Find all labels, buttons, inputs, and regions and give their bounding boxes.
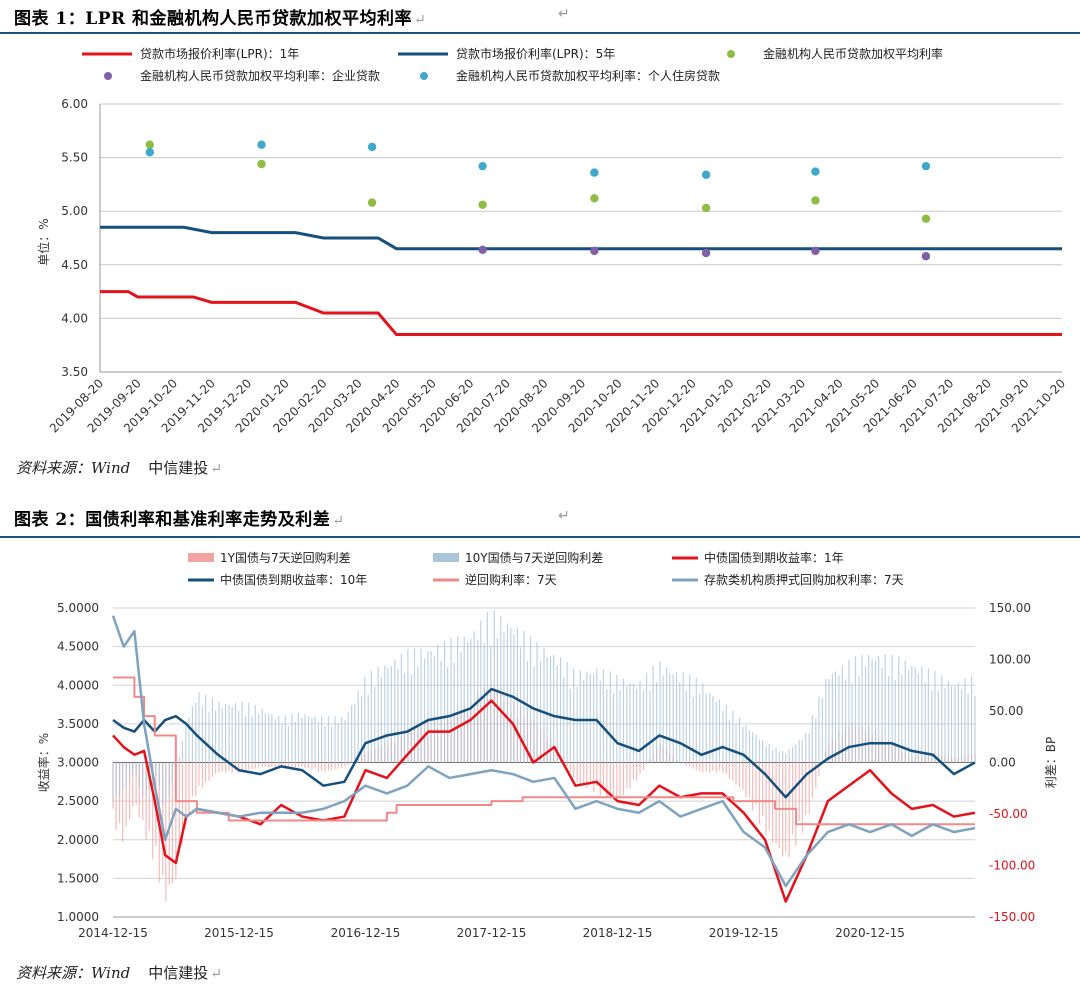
y-tick-label: 3.50 — [61, 365, 88, 379]
legend-label: 金融机构人民币贷款加权平均利率：企业贷款 — [140, 68, 380, 83]
legend-label: 逆回购利率：7天 — [465, 572, 557, 587]
figure2-source: 资料来源：Wind 中信建投 ↵ — [16, 964, 222, 982]
x-tick-label: 2019-12-15 — [709, 926, 779, 940]
scatter-point — [921, 161, 931, 171]
figure2-title: 图表 2：国债利率和基准利率走势及利差 ↵ — [14, 510, 345, 530]
series-line — [100, 290, 1062, 336]
source-label: 资料来源：Wind — [16, 964, 131, 982]
legend-swatch — [433, 553, 459, 562]
figure2-top-rule — [0, 536, 1080, 538]
y-right-axis-label: 利差：BP — [1044, 737, 1058, 788]
figure2-title-text: 图表 2：国债利率和基准利率走势及利差 — [14, 510, 331, 530]
y-tick-label: 5.50 — [61, 151, 88, 165]
scatter-point — [590, 194, 599, 203]
legend-label: 金融机构人民币贷款加权平均利率：个人住房贷款 — [456, 68, 720, 83]
legend-label: 金融机构人民币贷款加权平均利率 — [763, 46, 943, 61]
y-left-tick-label: 2.5000 — [57, 794, 99, 808]
y-right-tick-label: 100.00 — [989, 653, 1031, 667]
scatter-point — [701, 170, 711, 179]
series-line — [111, 615, 976, 888]
scatter-point — [145, 140, 155, 149]
legend-label: 1Y国债与7天逆回购利差 — [220, 550, 351, 565]
scatter-point — [367, 198, 377, 207]
spread-bars — [112, 609, 976, 805]
scatter-point — [921, 252, 931, 261]
scatter-point — [478, 161, 487, 171]
x-tick-label: 2018-12-15 — [583, 926, 653, 940]
y-right-tick-label: -150.00 — [989, 910, 1035, 924]
legend-swatch — [188, 553, 214, 562]
y-right-tick-label: 50.00 — [989, 704, 1023, 718]
chart1: 贷款市场报价利率(LPR)：1年 贷款市场报价利率(LPR)：5年 金融机构人民币贷… — [36, 46, 1068, 435]
legend-label: 中债国债到期收益率：10年 — [220, 572, 367, 587]
x-tick-label: 2014-12-15 — [78, 926, 148, 940]
scatter-point — [478, 200, 487, 209]
y-right-tick-label: 0.00 — [989, 756, 1016, 770]
return-mark: ↵ — [558, 508, 570, 524]
y-left-tick-label: 3.0000 — [57, 756, 99, 770]
y-left-tick-label: 1.0000 — [57, 910, 99, 924]
series-line — [100, 225, 1062, 251]
y-tick-label: 5.00 — [61, 204, 88, 218]
legend-marker — [727, 50, 735, 58]
x-tick-label: 2016-12-15 — [331, 926, 401, 940]
legend-label: 中债国债到期收益率：1年 — [704, 550, 844, 565]
legend-marker — [104, 72, 112, 80]
y-right-tick-label: -50.00 — [989, 807, 1028, 821]
figure1-title-text: 图表 1：LPR 和金融机构人民币贷款加权平均利率 — [14, 9, 413, 29]
y-left-tick-label: 4.0000 — [57, 678, 99, 692]
scatter-point — [257, 159, 266, 169]
y-left-tick-label: 2.0000 — [57, 833, 99, 847]
x-tick-label: 2017-12-15 — [457, 926, 527, 940]
scatter-point — [811, 246, 820, 256]
scatter-point — [921, 214, 931, 223]
legend-label: 贷款市场报价利率(LPR)：5年 — [456, 46, 615, 61]
x-tick-label: 2015-12-15 — [204, 926, 274, 940]
y-axis-label: 单位：% — [36, 218, 51, 265]
scatter-point — [590, 246, 599, 256]
figure1-top-rule — [0, 32, 1080, 34]
figure1-title: 图表 1：LPR 和金融机构人民币贷款加权平均利率 ↵ — [14, 9, 427, 29]
figure1-source: 资料来源：Wind 中信建投 ↵ — [16, 459, 222, 477]
y-right-tick-label: -100.00 — [989, 859, 1035, 873]
y-left-tick-label: 5.0000 — [57, 601, 99, 615]
legend-label: 贷款市场报价利率(LPR)：1年 — [140, 46, 299, 61]
series-line — [113, 676, 975, 826]
legend-marker — [420, 72, 428, 80]
y-left-tick-label: 4.5000 — [57, 640, 99, 654]
series-line — [112, 687, 976, 799]
legend-label: 10Y国债与7天逆回购利差 — [465, 550, 603, 565]
scatter-point — [145, 148, 155, 157]
scatter-point — [701, 248, 711, 258]
scatter-point — [367, 142, 377, 152]
y-left-tick-label: 3.5000 — [57, 717, 99, 731]
scatter-point — [811, 196, 820, 205]
return-mark: ↵ — [558, 6, 570, 22]
source-brand: 中信建投 — [148, 964, 209, 982]
chart2: 1Y国债与7天逆回购利差 10Y国债与7天逆回购利差 中债国债到期收益率：1年中债国… — [36, 550, 1058, 940]
scatter-point — [811, 167, 820, 176]
y-tick-label: 4.50 — [61, 258, 88, 272]
scatter-point — [590, 168, 599, 177]
legend-label: 存款类机构质押式回购加权利率：7天 — [704, 572, 904, 587]
scatter-point — [257, 140, 266, 149]
y-right-tick-label: 150.00 — [989, 601, 1031, 615]
source-brand: 中信建投 — [148, 459, 209, 477]
source-label: 资料来源：Wind — [16, 459, 131, 477]
y-left-tick-label: 1.5000 — [57, 871, 99, 885]
x-tick-label: 2020-12-15 — [835, 926, 905, 940]
y-tick-label: 6.00 — [61, 97, 88, 111]
scatter-point — [478, 245, 487, 254]
scatter-point — [701, 203, 711, 213]
y-left-axis-label: 收益率：% — [36, 733, 51, 792]
y-tick-label: 4.00 — [61, 311, 88, 325]
